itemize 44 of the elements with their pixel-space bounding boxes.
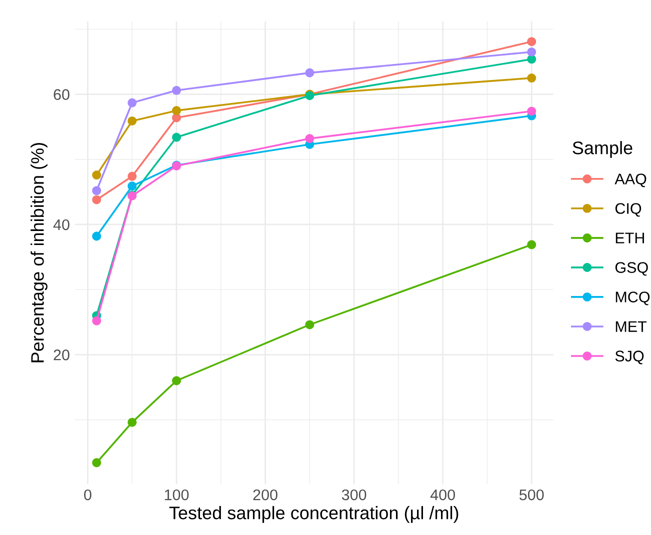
x-tick-label: 200 bbox=[253, 489, 278, 500]
point bbox=[172, 106, 182, 116]
point bbox=[128, 182, 137, 191]
point bbox=[305, 68, 314, 78]
y-axis-title: Percentage of inhibition (%) bbox=[30, 143, 48, 362]
point bbox=[92, 170, 102, 180]
x-tick-label: 500 bbox=[519, 489, 544, 500]
point bbox=[527, 37, 536, 46]
x-axis-title: Tested sample concentration (µl /ml) bbox=[169, 506, 458, 523]
point bbox=[172, 113, 182, 122]
legend-label: CIQ bbox=[615, 203, 642, 217]
point bbox=[527, 74, 536, 83]
point bbox=[527, 240, 536, 250]
legend-label: MET bbox=[616, 321, 647, 332]
legend-label: ETH bbox=[616, 232, 644, 244]
y-tick-label: 60 bbox=[54, 89, 70, 100]
legend-label: MCQ bbox=[616, 292, 650, 306]
point bbox=[128, 172, 137, 181]
point bbox=[172, 376, 182, 386]
y-tick-label: 20 bbox=[54, 350, 70, 360]
point bbox=[527, 54, 536, 64]
point bbox=[172, 132, 182, 142]
point bbox=[305, 134, 314, 144]
legend-title: Sample bbox=[572, 141, 632, 158]
x-tick-label: 400 bbox=[430, 489, 455, 500]
point bbox=[172, 86, 182, 95]
legend-label: SJQ bbox=[615, 350, 644, 364]
point bbox=[92, 195, 102, 204]
point bbox=[527, 106, 536, 116]
point bbox=[92, 316, 102, 326]
point bbox=[92, 186, 102, 196]
point bbox=[128, 98, 137, 108]
point bbox=[305, 320, 314, 330]
point bbox=[128, 116, 137, 126]
x-tick-label: 0 bbox=[84, 489, 92, 500]
legend-label: AAQ bbox=[614, 174, 646, 188]
x-tick-label: 300 bbox=[342, 489, 366, 500]
point bbox=[527, 47, 536, 57]
point bbox=[92, 458, 102, 468]
legend-label: GSQ bbox=[615, 262, 648, 276]
y-tick-label: 40 bbox=[53, 219, 70, 230]
point bbox=[92, 232, 102, 241]
point bbox=[128, 418, 137, 427]
x-tick-label: 100 bbox=[164, 489, 189, 500]
